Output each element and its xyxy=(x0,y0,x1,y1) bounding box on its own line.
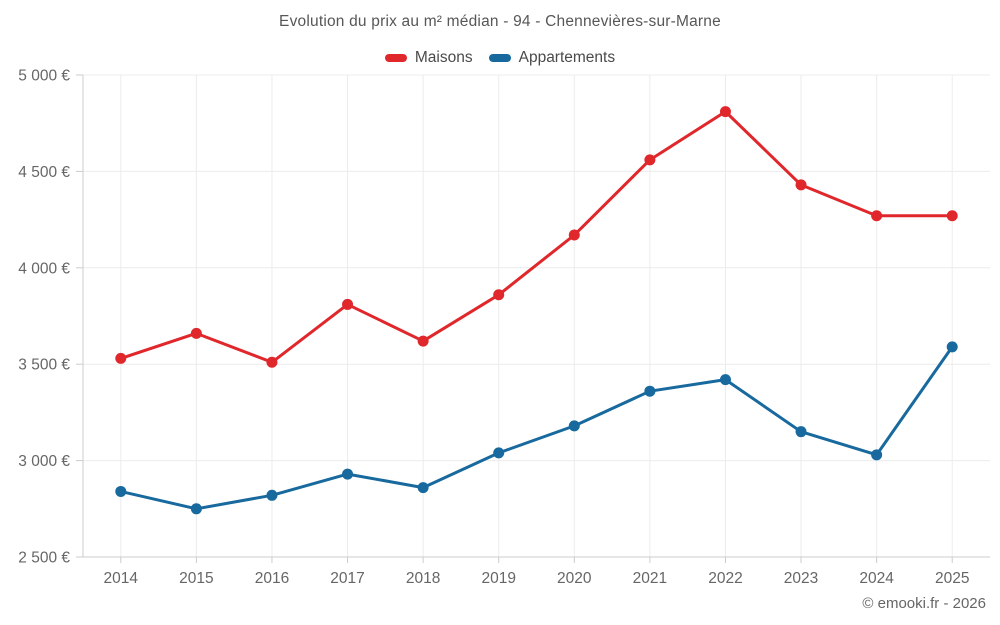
legend-swatch-maisons xyxy=(384,54,407,62)
data-point-maisons-2018[interactable] xyxy=(417,335,429,347)
y-axis-tick-label: 3 500 € xyxy=(18,357,70,374)
x-axis-tick-label: 2017 xyxy=(330,570,364,587)
data-point-appartements-2022[interactable] xyxy=(719,374,731,386)
x-axis-tick-label: 2016 xyxy=(255,570,289,587)
chart-title: Evolution du prix au m² médian - 94 - Ch… xyxy=(279,13,721,30)
data-point-maisons-2016[interactable] xyxy=(266,356,278,368)
y-axis-tick-label: 4 500 € xyxy=(18,164,70,181)
legend-item-appartements[interactable]: Appartements xyxy=(488,49,616,67)
x-axis-tick-label: 2020 xyxy=(557,570,592,587)
x-axis-tick-label: 2025 xyxy=(935,570,969,587)
legend-swatch-appartements xyxy=(488,54,511,62)
x-axis-tick-label: 2015 xyxy=(179,570,213,587)
data-point-maisons-2015[interactable] xyxy=(190,327,202,339)
series-line-maisons xyxy=(119,110,954,364)
data-point-maisons-2024[interactable] xyxy=(871,210,883,222)
data-point-appartements-2014[interactable] xyxy=(115,485,127,497)
data-point-appartements-2021[interactable] xyxy=(644,385,656,397)
y-axis-tick-label: 4 000 € xyxy=(18,260,70,277)
y-axis-tick-label: 3 000 € xyxy=(18,453,70,470)
x-axis-tick-label: 2023 xyxy=(784,570,818,587)
data-point-maisons-2021[interactable] xyxy=(644,154,656,166)
legend: Maisons Appartements xyxy=(0,47,1000,69)
x-axis-tick-label: 2018 xyxy=(406,570,440,587)
data-point-appartements-2025[interactable] xyxy=(946,341,958,353)
series-line-appartements xyxy=(119,345,954,511)
data-point-appartements-2020[interactable] xyxy=(568,420,580,432)
data-point-appartements-2017[interactable] xyxy=(342,468,354,480)
x-axis-tick-label: 2021 xyxy=(633,570,667,587)
data-point-maisons-2023[interactable] xyxy=(795,179,807,191)
data-point-maisons-2020[interactable] xyxy=(568,229,580,241)
legend-label-appartements: Appartements xyxy=(518,49,616,66)
y-axis-tick-label: 2 500 € xyxy=(18,550,70,567)
data-point-appartements-2023[interactable] xyxy=(795,426,807,438)
copyright: © emooki.fr - 2026 xyxy=(862,595,986,612)
data-point-maisons-2019[interactable] xyxy=(493,289,505,301)
legend-label-maisons: Maisons xyxy=(414,49,473,66)
y-axis-tick-label: 5 000 € xyxy=(18,68,70,85)
data-point-appartements-2018[interactable] xyxy=(417,482,429,494)
data-point-maisons-2017[interactable] xyxy=(342,298,354,310)
data-point-maisons-2022[interactable] xyxy=(719,106,731,118)
data-point-appartements-2019[interactable] xyxy=(493,447,505,459)
x-axis-tick-label: 2014 xyxy=(104,570,139,587)
data-point-appartements-2024[interactable] xyxy=(871,449,883,461)
legend-item-maisons[interactable]: Maisons xyxy=(384,49,473,67)
x-axis-tick-label: 2019 xyxy=(481,570,515,587)
data-point-maisons-2014[interactable] xyxy=(115,352,127,364)
data-point-appartements-2016[interactable] xyxy=(266,489,278,501)
x-axis-tick-label: 2022 xyxy=(708,570,742,587)
data-point-maisons-2025[interactable] xyxy=(946,210,958,222)
data-point-appartements-2015[interactable] xyxy=(190,503,202,515)
x-axis-tick-label: 2024 xyxy=(859,570,894,587)
